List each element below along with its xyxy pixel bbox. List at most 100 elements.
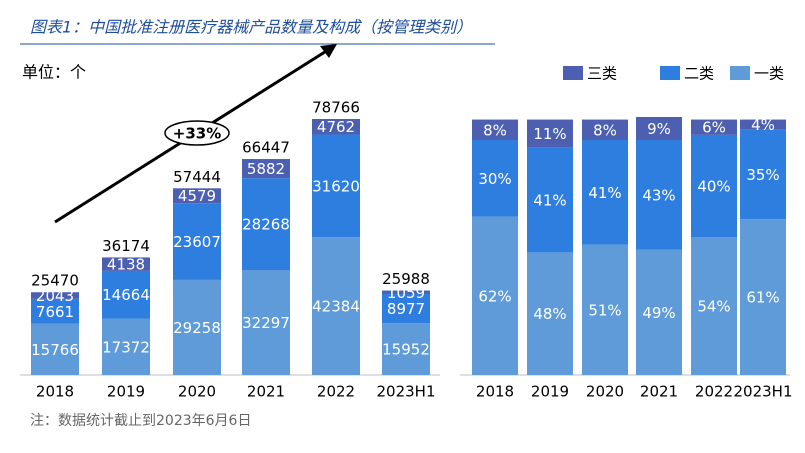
bar-segment bbox=[382, 290, 430, 294]
bar-segment bbox=[31, 323, 79, 375]
title: 图表1：中国批准注册医疗器械产品数量及构成（按管理类别） bbox=[30, 18, 472, 37]
value-label: 11% bbox=[533, 125, 566, 143]
total-label: 57444 bbox=[173, 168, 221, 186]
total-label: 25988 bbox=[382, 270, 430, 288]
value-label: 23607 bbox=[173, 233, 221, 251]
bar-segment bbox=[636, 117, 682, 140]
total-label: 66447 bbox=[242, 139, 290, 157]
bar-segment bbox=[173, 188, 221, 204]
bar-segment bbox=[312, 119, 360, 135]
value-label: 4762 bbox=[317, 118, 355, 136]
value-label: 54% bbox=[697, 298, 730, 316]
bar-segment bbox=[102, 318, 150, 375]
note: 注：数据统计截止到2023年6月6日 bbox=[30, 413, 251, 429]
value-label: 7661 bbox=[36, 303, 74, 321]
value-label: 62% bbox=[478, 287, 511, 305]
value-label: 61% bbox=[746, 289, 779, 307]
bar-segment bbox=[527, 147, 573, 253]
bar-segment bbox=[173, 203, 221, 280]
legend-swatch bbox=[563, 66, 583, 80]
bar-segment bbox=[527, 252, 573, 375]
value-label: 9% bbox=[647, 120, 671, 138]
value-label: 5882 bbox=[247, 160, 285, 178]
bar-segment bbox=[740, 219, 786, 375]
bar-segment bbox=[691, 119, 737, 135]
value-label: 4138 bbox=[107, 256, 145, 274]
x-tick-label: 2021 bbox=[247, 383, 285, 401]
value-label: 8977 bbox=[387, 300, 425, 318]
legend-swatch bbox=[660, 66, 680, 80]
value-label: 32297 bbox=[242, 314, 290, 332]
x-tick-label: 2023H1 bbox=[377, 383, 436, 401]
value-label: 8% bbox=[593, 121, 617, 139]
value-label: 41% bbox=[533, 192, 566, 210]
bar-segment bbox=[636, 139, 682, 250]
bar-segment bbox=[472, 216, 518, 375]
x-tick-label: 2022 bbox=[695, 383, 733, 401]
x-tick-label: 2019 bbox=[531, 383, 569, 401]
unit-label: 单位：个 bbox=[22, 63, 86, 82]
value-label: 15766 bbox=[31, 341, 79, 359]
value-label: 28268 bbox=[242, 216, 290, 234]
value-label: 29258 bbox=[173, 319, 221, 337]
total-label: 78766 bbox=[312, 99, 360, 117]
bar-segment bbox=[691, 237, 737, 375]
value-label: 51% bbox=[588, 301, 621, 319]
x-tick-label: 2023H1 bbox=[734, 383, 793, 401]
arrow-head bbox=[320, 44, 337, 58]
bar-segment bbox=[472, 119, 518, 140]
x-tick-label: 2019 bbox=[107, 383, 145, 401]
bar-segment bbox=[740, 119, 786, 130]
x-tick-label: 2022 bbox=[317, 383, 355, 401]
bar-segment bbox=[102, 270, 150, 319]
value-label: 2043 bbox=[36, 287, 74, 305]
x-tick-label: 2020 bbox=[178, 383, 216, 401]
value-label: 40% bbox=[697, 177, 730, 195]
value-label: 1059 bbox=[387, 284, 425, 302]
value-label: 35% bbox=[746, 166, 779, 184]
x-tick-label: 2018 bbox=[36, 383, 74, 401]
value-label: 42384 bbox=[312, 298, 360, 316]
legend-label: 三类 bbox=[587, 65, 617, 83]
bar-segment bbox=[173, 279, 221, 375]
value-label: 43% bbox=[642, 186, 675, 204]
bar-segment bbox=[382, 323, 430, 375]
value-label: 8% bbox=[483, 121, 507, 139]
x-tick-label: 2021 bbox=[640, 383, 678, 401]
x-tick-label: 2020 bbox=[586, 383, 624, 401]
annotation: +33% bbox=[173, 125, 221, 143]
bar-segment bbox=[242, 159, 290, 179]
bar-segment bbox=[691, 134, 737, 238]
value-label: 6% bbox=[702, 119, 726, 137]
bar-segment bbox=[312, 134, 360, 238]
value-label: 17372 bbox=[102, 338, 150, 356]
legend-label: 二类 bbox=[684, 65, 714, 83]
value-label: 31620 bbox=[312, 177, 360, 195]
value-label: 15952 bbox=[382, 341, 430, 359]
value-label: 4% bbox=[751, 116, 775, 134]
bar-segment bbox=[31, 298, 79, 324]
bar-segment bbox=[582, 139, 628, 245]
bar-segment bbox=[582, 119, 628, 140]
bar-segment bbox=[242, 270, 290, 375]
bar-segment bbox=[102, 257, 150, 271]
value-label: 41% bbox=[588, 184, 621, 202]
bar-segment bbox=[740, 129, 786, 220]
total-label: 36174 bbox=[102, 237, 150, 255]
bar-segment bbox=[636, 249, 682, 375]
total-label: 25470 bbox=[31, 272, 79, 290]
legend-label: 一类 bbox=[754, 65, 784, 83]
x-tick-label: 2018 bbox=[476, 383, 514, 401]
value-label: 48% bbox=[533, 305, 566, 323]
bar-segment bbox=[582, 244, 628, 375]
value-label: 14664 bbox=[102, 286, 150, 304]
bar-segment bbox=[472, 139, 518, 217]
bar-segment bbox=[312, 237, 360, 375]
value-label: 49% bbox=[642, 304, 675, 322]
value-label: 4579 bbox=[178, 187, 216, 205]
bar-segment bbox=[31, 292, 79, 299]
bar-segment bbox=[242, 178, 290, 271]
annotation-ellipse bbox=[164, 120, 230, 146]
